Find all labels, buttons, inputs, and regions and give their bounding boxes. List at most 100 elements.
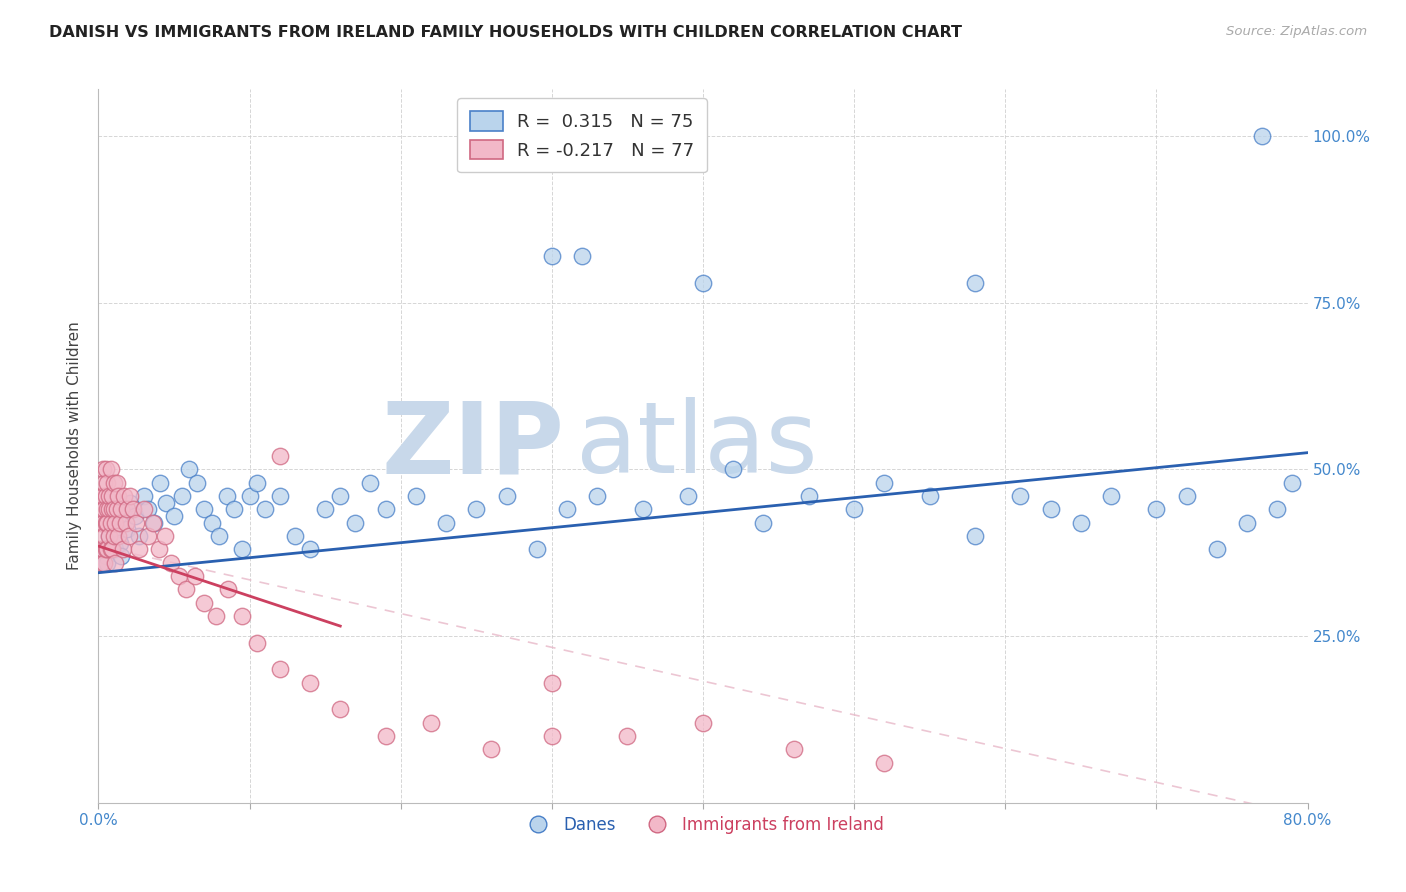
Point [752, 516, 775, 530]
Point [91, 556, 114, 570]
Point [143, 516, 166, 530]
Point [107, 509, 129, 524]
Point [269, 662, 291, 676]
Point [89, 542, 111, 557]
Point [101, 489, 124, 503]
Point [110, 502, 132, 516]
Point [104, 542, 127, 557]
Point [844, 502, 866, 516]
Point [107, 529, 129, 543]
Point [108, 535, 131, 549]
Point [94, 489, 117, 503]
Point [481, 742, 503, 756]
Point [205, 609, 228, 624]
Point [91, 542, 114, 557]
Point [104, 516, 127, 530]
Point [465, 502, 488, 516]
Point [98, 489, 121, 503]
Point [142, 516, 165, 530]
Point [1010, 489, 1032, 503]
Point [1070, 516, 1092, 530]
Point [201, 516, 224, 530]
Point [555, 502, 578, 516]
Point [299, 675, 322, 690]
Point [96, 542, 118, 557]
Point [94, 516, 117, 530]
Point [434, 516, 457, 530]
Point [103, 502, 125, 516]
Point [93, 502, 115, 516]
Point [329, 489, 352, 503]
Point [167, 569, 190, 583]
Point [269, 449, 291, 463]
Point [239, 489, 262, 503]
Point [246, 636, 269, 650]
Point [160, 556, 183, 570]
Point [120, 489, 142, 503]
Point [112, 502, 135, 516]
Text: atlas: atlas [576, 398, 818, 494]
Point [692, 715, 714, 730]
Point [540, 249, 562, 263]
Point [586, 489, 609, 503]
Point [1175, 489, 1198, 503]
Point [616, 729, 638, 743]
Point [103, 529, 125, 543]
Point [184, 569, 207, 583]
Point [495, 489, 517, 503]
Point [90, 556, 112, 570]
Point [217, 582, 239, 597]
Point [153, 529, 176, 543]
Point [89, 516, 111, 530]
Point [93, 475, 115, 490]
Point [120, 496, 142, 510]
Point [115, 522, 138, 536]
Point [246, 475, 269, 490]
Point [93, 542, 115, 557]
Point [103, 475, 125, 490]
Point [155, 496, 177, 510]
Point [103, 535, 125, 549]
Point [1251, 128, 1274, 143]
Point [163, 509, 186, 524]
Point [110, 549, 132, 563]
Point [170, 489, 193, 503]
Point [193, 596, 215, 610]
Point [631, 502, 654, 516]
Point [105, 522, 128, 536]
Point [374, 729, 396, 743]
Point [965, 529, 987, 543]
Point [186, 475, 208, 490]
Point [94, 462, 117, 476]
Point [1039, 502, 1062, 516]
Point [107, 489, 129, 503]
Point [132, 489, 155, 503]
Point [136, 502, 159, 516]
Point [96, 516, 118, 530]
Point [112, 489, 135, 503]
Point [128, 529, 150, 543]
Point [179, 462, 201, 476]
Point [873, 756, 896, 770]
Point [104, 556, 127, 570]
Point [93, 529, 115, 543]
Point [90, 489, 112, 503]
Point [571, 249, 593, 263]
Point [284, 529, 307, 543]
Point [299, 542, 322, 557]
Point [91, 462, 114, 476]
Point [91, 489, 114, 503]
Point [94, 542, 117, 557]
Text: Source: ZipAtlas.com: Source: ZipAtlas.com [1226, 25, 1367, 38]
Point [101, 516, 124, 530]
Point [1281, 475, 1303, 490]
Point [253, 502, 276, 516]
Point [540, 675, 562, 690]
Point [98, 529, 121, 543]
Point [360, 475, 382, 490]
Point [873, 475, 896, 490]
Point [526, 542, 548, 557]
Point [224, 502, 246, 516]
Point [344, 516, 367, 530]
Point [100, 542, 122, 557]
